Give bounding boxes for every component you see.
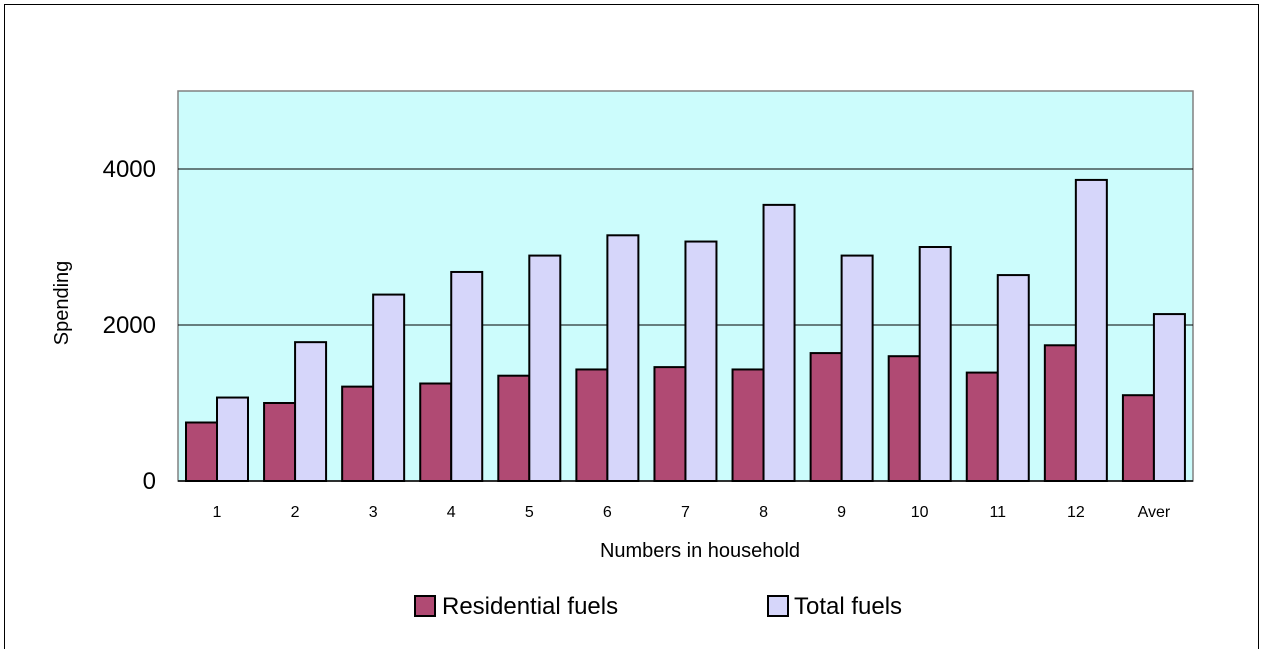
x-tick-label-1: 1 <box>213 504 222 521</box>
legend: Residential fuels Total fuels <box>414 593 902 620</box>
bar-total-fuels-9 <box>840 254 874 482</box>
legend-swatch-residential-fuels <box>414 595 436 617</box>
bar-total-fuels-6 <box>606 234 640 482</box>
x-tick-label-aver: Aver <box>1138 504 1171 521</box>
legend-label-residential-fuels: Residential fuels <box>442 593 618 620</box>
bar-total-fuels-7 <box>684 240 718 482</box>
bar-residential-fuels-6 <box>575 368 609 482</box>
bar-residential-fuels-9 <box>809 352 843 482</box>
y-axis-label: Spending <box>51 261 73 346</box>
bar-total-fuels-1 <box>216 396 249 483</box>
bar-total-fuels-aver <box>1152 313 1186 482</box>
bar-total-fuels-12 <box>1074 178 1108 482</box>
y-tick-labels: 0 2000 4000 <box>103 156 156 495</box>
bar-total-fuels-4 <box>450 270 484 482</box>
y-tick-label-4000: 4000 <box>103 156 156 183</box>
x-tick-label-3: 3 <box>369 504 378 521</box>
y-tick-label-2000: 2000 <box>103 312 156 339</box>
x-tick-label-8: 8 <box>759 504 768 521</box>
x-tick-label-5: 5 <box>525 504 534 521</box>
bars <box>185 178 1186 483</box>
x-tick-label-12: 12 <box>1067 504 1085 521</box>
bar-total-fuels-2 <box>294 341 328 482</box>
legend-swatch-total-fuels <box>767 595 789 617</box>
bar-residential-fuels-1 <box>185 421 218 482</box>
x-tick-label-2: 2 <box>291 504 300 521</box>
x-tick-label-4: 4 <box>447 504 456 521</box>
x-tick-label-6: 6 <box>603 504 612 521</box>
bar-total-fuels-3 <box>372 293 406 482</box>
bar-total-fuels-10 <box>918 246 952 482</box>
bar-residential-fuels-12 <box>1043 344 1077 482</box>
x-tick-labels: 1 2 3 4 5 6 7 8 9 10 11 12 Aver <box>213 504 1171 521</box>
x-tick-label-11: 11 <box>989 504 1006 521</box>
bar-residential-fuels-8 <box>731 368 765 482</box>
chart-frame <box>4 4 1259 649</box>
bar-residential-fuels-4 <box>419 382 453 482</box>
bar-total-fuels-11 <box>996 274 1030 482</box>
bar-residential-fuels-aver <box>1121 394 1155 483</box>
bar-total-fuels-5 <box>528 254 562 482</box>
bar-residential-fuels-3 <box>341 385 375 482</box>
bar-residential-fuels-11 <box>965 371 999 482</box>
x-axis-label: Numbers in household <box>600 540 800 562</box>
bar-residential-fuels-5 <box>497 374 531 483</box>
bar-residential-fuels-10 <box>887 355 921 483</box>
x-tick-label-9: 9 <box>837 504 846 521</box>
bar-residential-fuels-7 <box>653 366 687 482</box>
x-tick-label-7: 7 <box>681 504 690 521</box>
legend-label-total-fuels: Total fuels <box>794 593 902 620</box>
bar-total-fuels-8 <box>762 203 796 482</box>
bar-residential-fuels-2 <box>263 402 297 482</box>
x-tick-label-10: 10 <box>911 504 929 521</box>
y-tick-label-0: 0 <box>143 468 156 495</box>
